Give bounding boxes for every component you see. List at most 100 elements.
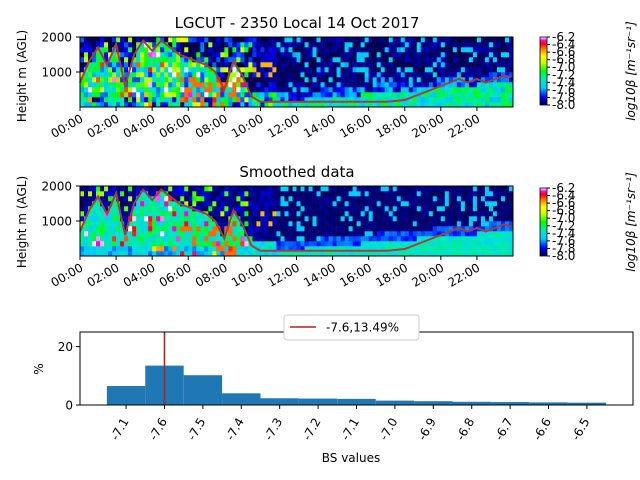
heatmap-cell: [144, 52, 149, 58]
heatmap-cell: [184, 52, 189, 58]
heatmap-cell: [128, 37, 133, 43]
heatmap-cell: [148, 62, 153, 68]
heatmap-cell: [188, 102, 193, 108]
heatmap-cell: [348, 47, 353, 53]
heatmap-cell: [184, 77, 189, 83]
heatmap-cell: [396, 92, 402, 98]
heatmap-cell: [284, 191, 289, 197]
heatmap-cell: [340, 67, 345, 73]
heatmap-cell: [224, 72, 229, 78]
heatmap-cell: [336, 251, 341, 257]
heatmap-cell: [112, 186, 117, 192]
heatmap-cell: [472, 92, 478, 98]
heatmap-cell: [412, 82, 418, 88]
heatmap-cell: [392, 251, 398, 257]
heatmap-cell: [92, 196, 97, 202]
heatmap-cell: [348, 191, 353, 197]
heatmap-cell: [388, 97, 394, 103]
heatmap-cell: [164, 97, 169, 103]
heatmap-cell: [272, 47, 277, 53]
heatmap-cell: [460, 231, 466, 237]
heatmap-cell: [356, 37, 361, 43]
heatmap-cell: [388, 42, 394, 48]
heatmap-cell: [108, 191, 113, 197]
heatmap-cell: [80, 97, 85, 103]
heatmap-cell: [260, 226, 265, 232]
heatmap-cell: [228, 97, 233, 103]
heatmap-cell: [376, 221, 381, 227]
heatmap-cell: [428, 37, 434, 43]
heatmap-cell: [380, 211, 385, 217]
heatmap-cell: [224, 186, 229, 192]
heatmap-cell: [144, 196, 149, 202]
heatmap-cell: [464, 82, 470, 88]
heatmap-cell: [416, 186, 422, 192]
heatmap-cell: [264, 231, 269, 237]
heatmap-cell: [104, 42, 109, 48]
legend-label: -7.6,13.49%: [326, 321, 399, 335]
heatmap-cell: [100, 236, 105, 242]
heatmap-cell: [468, 216, 474, 222]
heatmap-cell: [116, 57, 121, 63]
heatmap-cell: [380, 77, 385, 83]
heatmap-cell: [340, 251, 345, 257]
heatmap-cell: [364, 52, 369, 58]
heatmap-cell: [244, 186, 249, 192]
heatmap-cell: [136, 236, 141, 242]
heatmap-cell: [268, 196, 273, 202]
heatmap-cell: [424, 62, 430, 68]
heatmap-cell: [208, 206, 213, 212]
heatmap-cell: [88, 82, 93, 88]
heatmap-cell: [368, 251, 373, 257]
heatmap-cell: [256, 52, 261, 58]
heatmap-cell: [344, 216, 349, 222]
heatmap-cell: [320, 62, 325, 68]
heatmap-cell: [280, 221, 285, 227]
heatmap-cell: [208, 97, 213, 103]
heatmap-cell: [200, 77, 205, 83]
heatmap-cell: [220, 226, 225, 232]
heatmap-cell: [476, 211, 482, 217]
heatmap-cell: [268, 216, 273, 222]
heatmap-cell: [448, 196, 454, 202]
heatmap-cell: [244, 226, 249, 232]
heatmap-cell: [132, 97, 137, 103]
heatmap-cell: [508, 201, 514, 207]
heatmap-cell: [272, 57, 277, 63]
heatmap-cell: [116, 102, 121, 108]
heatmap-cell: [408, 77, 414, 83]
heatmap-cell: [372, 37, 377, 43]
heatmap-cell: [452, 211, 458, 217]
heatmap-cell: [364, 251, 369, 257]
heatmap-cell: [128, 206, 133, 212]
heatmap-cell: [192, 47, 197, 53]
heatmap-cell: [80, 201, 85, 207]
heatmap-cell: [428, 241, 434, 247]
heatmap-cell: [140, 251, 145, 257]
heatmap-cell: [504, 102, 510, 108]
heatmap-cell: [80, 42, 85, 48]
heatmap-cell: [200, 246, 205, 252]
heatmap-cell: [136, 87, 141, 93]
heatmap-cell: [468, 221, 474, 227]
heatmap-cell: [360, 52, 365, 58]
heatmap-cell: [112, 241, 117, 247]
heatmap-cell: [104, 57, 109, 63]
heatmap-cell: [412, 251, 418, 257]
heatmap-cell: [324, 37, 329, 43]
heatmap-cell: [232, 97, 237, 103]
heatmap-cell: [336, 201, 341, 207]
heatmap-cell: [456, 186, 462, 192]
heatmap-cell: [368, 82, 373, 88]
heatmap-cell: [236, 251, 241, 257]
heatmap-cell: [88, 201, 93, 207]
heatmap-cell: [432, 82, 438, 88]
heatmap-cell: [360, 42, 365, 48]
heatmap-cell: [476, 62, 482, 68]
heatmap-cell: [120, 37, 125, 43]
heatmap-cell: [108, 92, 113, 98]
heatmap-cell: [408, 201, 414, 207]
heatmap-cell: [480, 186, 486, 192]
heatmap-cell: [88, 77, 93, 83]
heatmap-cell: [144, 251, 149, 257]
